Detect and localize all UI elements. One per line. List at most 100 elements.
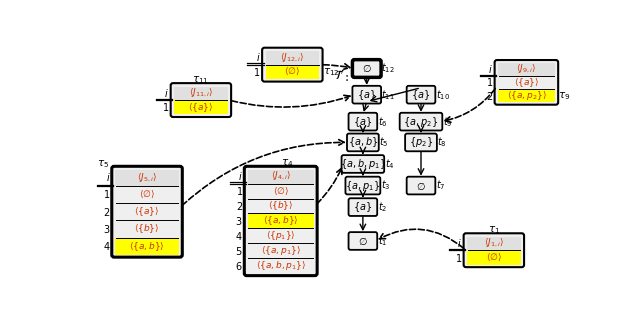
FancyBboxPatch shape (495, 60, 558, 105)
Bar (248, 184, 314, 198)
FancyBboxPatch shape (406, 177, 435, 194)
Text: $i$: $i$ (238, 170, 243, 182)
Text: $\langle\{a,b,p_1\}\rangle$: $\langle\{a,b,p_1\}\rangle$ (255, 259, 306, 272)
Text: $\langle J_{5,i}\rangle$: $\langle J_{5,i}\rangle$ (137, 171, 157, 184)
Text: $\emptyset$: $\emptyset$ (416, 180, 426, 192)
Bar (174, 87, 228, 100)
Text: $\tau_9$: $\tau_9$ (558, 91, 570, 102)
Text: $\tau_{11}$: $\tau_{11}$ (193, 74, 209, 86)
FancyBboxPatch shape (353, 60, 381, 77)
Text: $\langle J_{1,i}\rangle$: $\langle J_{1,i}\rangle$ (484, 236, 504, 249)
Text: $\langle\{a,b\}\rangle$: $\langle\{a,b\}\rangle$ (263, 215, 298, 227)
Text: $\langle\emptyset\rangle$: $\langle\emptyset\rangle$ (284, 66, 300, 77)
Text: $\langle\{a\}\rangle$: $\langle\{a\}\rangle$ (134, 205, 159, 218)
Text: $\langle J_{4,i}\rangle$: $\langle J_{4,i}\rangle$ (271, 170, 291, 182)
Text: $3$: $3$ (103, 223, 110, 235)
Text: $\tau_{12}$: $\tau_{12}$ (323, 66, 340, 78)
Bar (248, 244, 314, 258)
Text: $\langle\emptyset\rangle$: $\langle\emptyset\rangle$ (486, 252, 502, 263)
FancyBboxPatch shape (171, 83, 231, 117)
Text: $\mathcal{T}'$: $\mathcal{T}'$ (334, 68, 346, 83)
Bar (467, 250, 520, 265)
Text: $\langle J_{12,i}\rangle$: $\langle J_{12,i}\rangle$ (280, 51, 305, 64)
Text: :: : (344, 71, 348, 84)
Text: $\{a\}$: $\{a\}$ (353, 200, 372, 214)
Text: $\langle\{b\}\rangle$: $\langle\{b\}\rangle$ (134, 223, 160, 235)
Text: $\langle\{b\}\rangle$: $\langle\{b\}\rangle$ (268, 199, 293, 212)
Text: $\tau_4$: $\tau_4$ (281, 157, 293, 169)
FancyBboxPatch shape (463, 233, 524, 267)
Text: $i$: $i$ (106, 171, 110, 183)
Text: $\langle\{a,p_2\}\rangle$: $\langle\{a,p_2\}\rangle$ (506, 89, 547, 102)
Text: $\langle\{a,b\}\rangle$: $\langle\{a,b\}\rangle$ (129, 240, 164, 252)
Bar (266, 51, 319, 65)
Text: $\emptyset$: $\emptyset$ (362, 62, 372, 75)
Text: $\{a,b\}$: $\{a,b\}$ (348, 135, 378, 149)
Bar (498, 89, 555, 102)
Bar (115, 203, 179, 220)
Text: $\{a,b,p_1\}$: $\{a,b,p_1\}$ (340, 157, 386, 171)
Text: $\{p_2\}$: $\{p_2\}$ (409, 135, 433, 149)
Text: $i$: $i$ (458, 237, 462, 249)
FancyBboxPatch shape (346, 177, 380, 194)
Text: $t_3$: $t_3$ (381, 179, 390, 193)
Text: $t_8$: $t_8$ (437, 135, 447, 149)
Text: $\langle\{a\}\rangle$: $\langle\{a\}\rangle$ (188, 101, 214, 114)
Text: $\langle\{a,p_1\}\rangle$: $\langle\{a,p_1\}\rangle$ (261, 244, 301, 257)
Text: $3$: $3$ (236, 215, 243, 227)
Bar (248, 229, 314, 243)
FancyBboxPatch shape (353, 86, 381, 104)
Text: $\{a\}$: $\{a\}$ (412, 88, 431, 102)
FancyBboxPatch shape (406, 86, 435, 104)
Bar (498, 63, 555, 76)
Bar (115, 170, 179, 186)
Bar (115, 221, 179, 237)
Bar (248, 170, 314, 183)
Text: $t_{12}$: $t_{12}$ (381, 61, 395, 76)
Text: $\tau_1$: $\tau_1$ (488, 224, 500, 236)
Bar (248, 199, 314, 213)
Text: $i$: $i$ (256, 51, 260, 63)
Text: $\langle\emptyset\rangle$: $\langle\emptyset\rangle$ (139, 189, 155, 200)
FancyBboxPatch shape (244, 166, 317, 276)
Text: $t_9$: $t_9$ (443, 115, 452, 129)
Bar (115, 238, 179, 255)
Bar (115, 186, 179, 203)
Text: $i$: $i$ (164, 87, 169, 99)
FancyBboxPatch shape (349, 113, 377, 130)
Text: $t_6$: $t_6$ (378, 115, 387, 129)
FancyBboxPatch shape (262, 48, 323, 82)
Text: $t_7$: $t_7$ (436, 179, 445, 193)
Text: $1$: $1$ (236, 185, 243, 197)
FancyBboxPatch shape (342, 155, 384, 173)
Text: $4$: $4$ (102, 240, 110, 252)
FancyBboxPatch shape (349, 198, 377, 216)
FancyBboxPatch shape (349, 232, 377, 250)
Text: $2$: $2$ (486, 90, 493, 102)
Text: $1$: $1$ (455, 251, 462, 264)
Text: $t_5$: $t_5$ (379, 135, 388, 149)
Bar (266, 65, 319, 79)
Text: $1$: $1$ (103, 188, 110, 200)
Text: $t_1$: $t_1$ (378, 234, 387, 248)
Text: $6$: $6$ (236, 260, 243, 272)
FancyBboxPatch shape (112, 166, 182, 257)
Text: $\langle J_{11,i}\rangle$: $\langle J_{11,i}\rangle$ (189, 86, 213, 99)
Text: $\langle J_{9,i}\rangle$: $\langle J_{9,i}\rangle$ (516, 62, 536, 76)
Text: $\emptyset$: $\emptyset$ (358, 235, 368, 247)
Text: $4$: $4$ (235, 230, 243, 242)
Text: $\{a\}$: $\{a\}$ (353, 115, 372, 129)
Text: $\{a,p_1\}$: $\{a,p_1\}$ (346, 179, 380, 193)
Text: $t_{10}$: $t_{10}$ (436, 88, 450, 102)
Text: $t_{11}$: $t_{11}$ (381, 88, 396, 102)
Bar (467, 237, 520, 250)
Text: $1$: $1$ (253, 66, 260, 78)
Text: $5$: $5$ (236, 245, 243, 257)
Bar (248, 214, 314, 228)
Text: $i$: $i$ (488, 63, 493, 75)
Bar (498, 76, 555, 89)
FancyBboxPatch shape (347, 133, 379, 151)
Text: $t_2$: $t_2$ (378, 200, 387, 214)
Text: $t_4$: $t_4$ (385, 157, 394, 171)
Text: $1$: $1$ (486, 77, 493, 88)
